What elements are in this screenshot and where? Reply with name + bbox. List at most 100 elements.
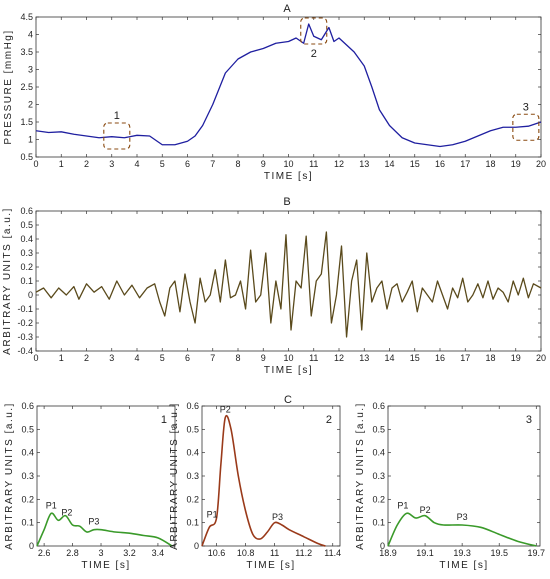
y-tick-label: 0.3 [21,471,34,481]
x-tick-label: 20 [536,353,546,363]
x-tick-label: 19.1 [416,548,434,558]
y-tick-label: 0 [380,541,385,551]
y-tick-label: 0.1 [186,518,199,528]
y-tick-label: 0.3 [186,471,199,481]
y-tick-label: 0 [29,541,34,551]
x-tick-label: 12 [334,353,344,363]
x-tick-label: 3.4 [152,548,165,558]
panel-number: 1 [161,414,167,426]
x-tick-label: 11 [309,353,318,363]
y-tick-label: 0.6 [21,401,34,411]
panel-title-c: C [284,394,292,406]
x-tick-label: 19 [511,159,521,169]
panel-c1: 2.6 2.8 3 3.2 3.4 0 0.1 0.2 0.3 0.4 0.5 0.6 TIME [s]… [4,401,176,571]
panel-a: 0 1 2 3 4 5 6 7 8 9 10 11 12 13 14 15 16 17 18 19 200.511.52… [3,12,546,182]
y-tick-label: 0.4 [372,448,385,458]
y-tick-label: 0.5 [372,424,385,434]
x-tick-label: 10 [283,159,293,169]
peak-label: P1 [397,500,408,510]
y-axis-label: PRESSURE [mmHg] [3,29,14,144]
y-tick-label: 0.4 [186,448,199,458]
panel-c3: 18.9 19.1 19.3 19.5 19.7 0 0.1 0.2 0.3 0.4 0.5 0.6 T… [355,401,545,571]
x-tick-label: 13 [359,353,369,363]
x-tick-label: 8 [235,159,240,169]
x-tick-label: 6 [185,353,190,363]
y-tick-label: 3 [28,65,33,75]
y-tick-label: 1.5 [20,117,33,127]
peak-label: P2 [220,405,231,415]
y-tick-label: 0.2 [372,494,385,504]
x-tick-label: 19.3 [453,548,471,558]
panel-title-b: B [283,196,290,208]
x-tick-label: 14 [384,353,394,363]
x-tick-label: 18.9 [379,548,397,558]
y-tick-label: 0.2 [20,262,33,272]
y-tick-label: 0.2 [186,494,199,504]
x-axis-label: TIME [s] [246,560,295,571]
panel-c2: 10.6 10.8 11 11.2 11.4 0 0.1 0.2 0.3 0.4 0.5 0.6 TIM… [169,401,341,571]
y-tick-label: 1 [28,135,33,145]
y-tick-label: 0.6 [186,401,199,411]
x-tick-label: 4 [134,159,139,169]
y-tick-label: 0.5 [186,424,199,434]
series-line [36,512,173,547]
x-axis-label: TIME [s] [264,365,313,376]
x-tick-label: 9 [261,159,266,169]
x-tick-label: 2 [84,353,89,363]
y-tick-label: 4 [28,30,33,40]
peak-label: P1 [207,510,218,520]
y-tick-label: 2.5 [20,82,33,92]
x-tick-label: 10.8 [237,548,255,558]
x-tick-label: 2.8 [66,548,79,558]
x-tick-label: 1 [59,353,64,363]
x-tick-label: 18 [485,159,495,169]
plot-frame [35,16,542,158]
y-tick-label: -0.2 [17,318,33,328]
y-tick-label: 0.4 [20,234,33,244]
y-tick-label: -0.3 [17,332,33,342]
x-tick-label: 11.4 [324,548,341,558]
x-tick-label: 0 [33,159,38,169]
x-tick-label: 3 [109,159,114,169]
y-tick-label: 0 [28,290,33,300]
y-tick-label: 4.5 [20,12,33,22]
panel-number: 2 [326,414,332,426]
plots: 0 1 2 3 4 5 6 7 8 9 10 11 12 13 14 15 16 17 18 19 200.511.52… [2,12,546,571]
x-tick-label: 3 [109,353,114,363]
plot-frame [36,405,176,547]
x-tick-label: 15 [410,159,420,169]
x-tick-label: 2.6 [38,548,51,558]
x-tick-label: 7 [210,159,215,169]
x-tick-label: 3 [99,548,104,558]
x-tick-label: 19.5 [490,548,508,558]
peak-label: P3 [457,512,468,522]
y-tick-label: 0.3 [20,248,33,258]
x-tick-label: 4 [134,353,139,363]
x-tick-label: 11 [270,548,279,558]
annotation-label: 3 [523,101,529,113]
y-tick-label: 0.6 [372,401,385,411]
y-tick-label: 0.1 [21,518,34,528]
annotation-label: 2 [311,48,317,60]
annotation-label: 1 [114,110,120,122]
y-axis-label: ARBITRARY UNITS [a.u.] [355,402,366,550]
x-tick-label: 3.2 [123,548,136,558]
x-axis-label: TIME [s] [81,560,130,571]
x-tick-label: 6 [185,159,190,169]
peak-label: P3 [272,512,283,522]
annotation-box [103,122,131,150]
panel-number: 3 [526,414,532,426]
series-line [35,231,542,338]
annotation-box [512,113,540,141]
series-line [35,23,542,148]
x-tick-label: 5 [160,353,165,363]
x-tick-label: 18 [485,353,495,363]
y-axis-label: ARBITRARY UNITS [a.u.] [169,402,180,550]
y-tick-label: 0.5 [20,152,33,162]
x-tick-label: 16 [435,353,445,363]
y-tick-label: -0.4 [17,346,33,356]
y-tick-label: 0.6 [20,206,33,216]
x-tick-label: 2 [84,159,89,169]
x-axis-label: TIME [s] [439,560,488,571]
